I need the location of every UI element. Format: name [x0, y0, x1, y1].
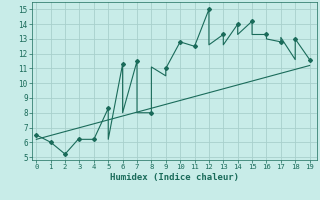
X-axis label: Humidex (Indice chaleur): Humidex (Indice chaleur) — [110, 173, 239, 182]
